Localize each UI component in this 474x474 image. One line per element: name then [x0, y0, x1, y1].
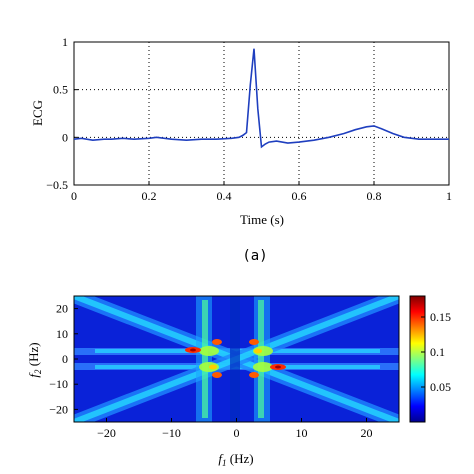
- colorbar-tick-label: 0.15: [430, 310, 451, 324]
- hm-ylabel-var: f: [26, 372, 41, 378]
- hm-y-tick-label: −10: [49, 377, 68, 391]
- ecg-x-tick-label: 0.2: [142, 189, 157, 203]
- hm-y-tick-label: 0: [62, 352, 68, 366]
- colorbar-ticks: 0.15 0.1 0.05: [421, 310, 451, 394]
- ecg-x-tick-label: 1: [446, 189, 452, 203]
- hm-xlabel-var: f: [218, 451, 224, 466]
- ecg-x-tick-label: 0: [71, 189, 77, 203]
- heatmap-y-axis-label: f2 (Hz): [26, 342, 43, 377]
- ecg-plot-frame: [73, 41, 450, 186]
- ecg-grid: [74, 42, 449, 185]
- hm-x-tick-label: −20: [97, 426, 116, 440]
- hm-xlabel-sub: 1: [222, 458, 227, 468]
- ecg-y-tick-label: 1: [62, 35, 68, 49]
- hm-y-tick-label: −20: [49, 402, 68, 416]
- colorbar-tick-label: 0.1: [430, 345, 445, 359]
- ecg-x-tick-label: 0.4: [217, 189, 232, 203]
- heatmap-x-axis-label: f1 (Hz): [218, 451, 253, 468]
- hm-ylabel-sub: 2: [33, 369, 43, 374]
- ecg-y-axis-label: ECG: [30, 100, 45, 126]
- colorbar: [409, 295, 426, 423]
- panel-caption-a: (a): [242, 248, 267, 264]
- ecg-chart: 0 0.2 0.4 0.6 0.8 1−0.500.51 ECG Time (s) (a): [30, 35, 452, 264]
- hm-x-tick-label: 10: [296, 426, 308, 440]
- hm-y-tick-label: 10: [56, 327, 68, 341]
- hm-x-tick-label: 20: [361, 426, 373, 440]
- hm-x-tick-label: −10: [162, 426, 181, 440]
- hm-xlabel-unit: (Hz): [227, 451, 254, 466]
- hm-ylabel-unit: (Hz): [26, 342, 41, 369]
- ecg-x-axis-label: Time (s): [240, 212, 284, 227]
- hm-x-tick-label: 0: [234, 426, 240, 440]
- hm-y-tick-label: 20: [56, 302, 68, 316]
- ecg-x-tick-label: 0.8: [367, 189, 382, 203]
- ecg-y-tick-label: −0.5: [46, 178, 68, 192]
- heatmap-ticks: −20 −10 0 10 20 20 10 0 −10 −20: [49, 302, 372, 440]
- ecg-series-line: [73, 48, 449, 149]
- ecg-ticks: 0 0.2 0.4 0.6 0.8 1−0.500.51: [46, 35, 452, 203]
- ecg-y-tick-label: 0: [62, 130, 68, 144]
- heatmap-image: [74, 296, 399, 422]
- colorbar-tick-label: 0.05: [430, 380, 451, 394]
- ecg-y-tick-label: 0.5: [53, 83, 68, 97]
- ecg-x-tick-label: 0.6: [292, 189, 307, 203]
